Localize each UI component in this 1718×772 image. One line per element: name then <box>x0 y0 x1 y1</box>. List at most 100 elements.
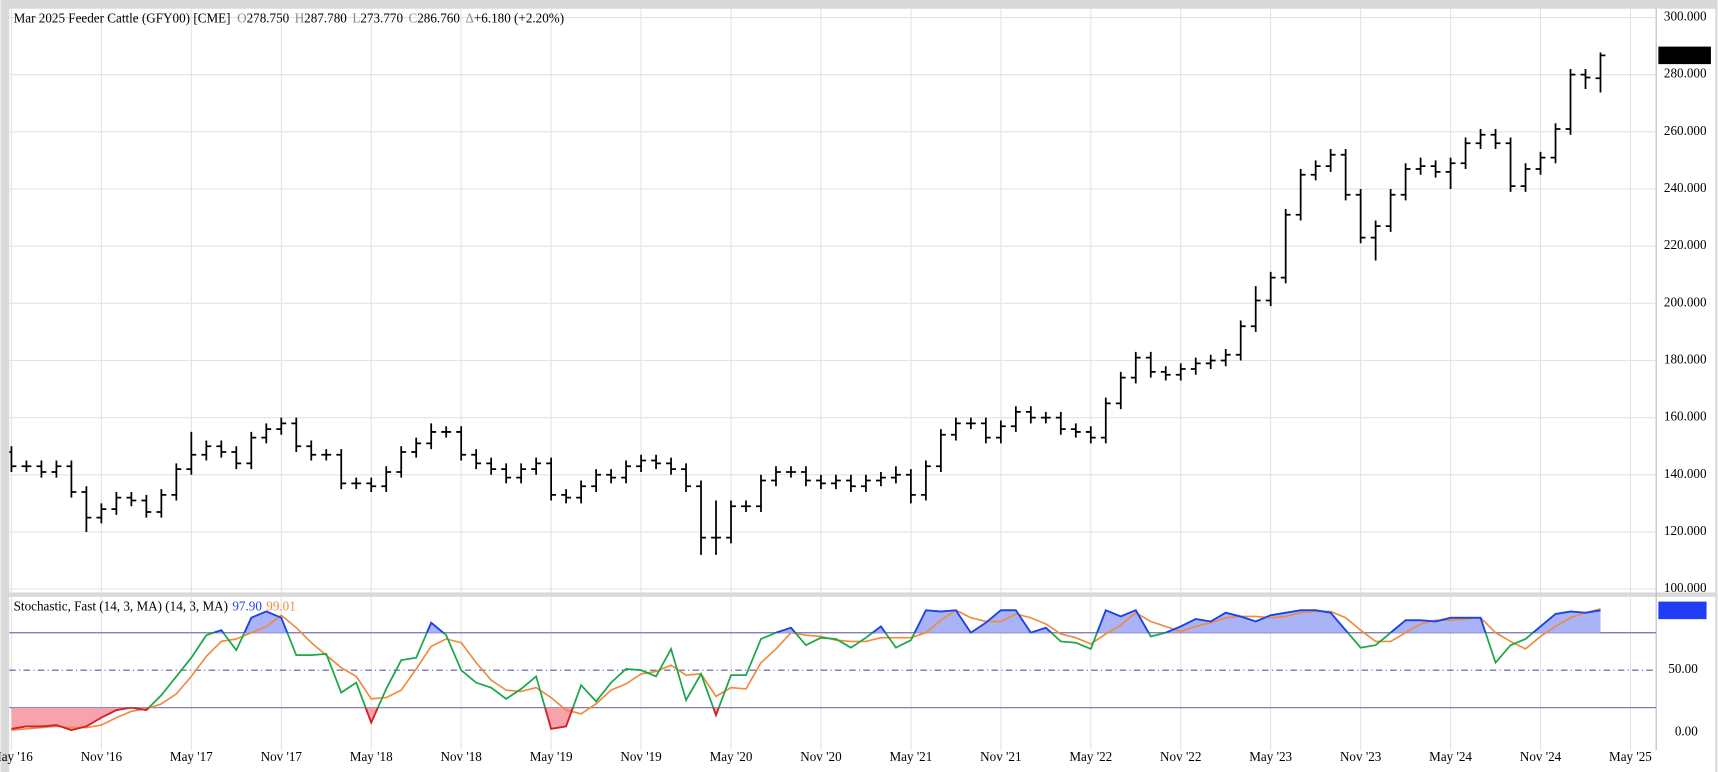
ohlc-bar <box>1595 52 1606 93</box>
x-tick-label: May '16 <box>0 749 33 764</box>
ohlc-bar <box>1025 406 1036 424</box>
ohlc-bar <box>1325 148 1336 172</box>
ohlc-bar <box>261 423 272 444</box>
x-tick-label: Nov '17 <box>261 749 303 764</box>
ohlc-bar <box>726 500 736 544</box>
x-tick-label: May '18 <box>350 749 393 764</box>
ohlc-bar <box>786 466 796 478</box>
ohlc-bar <box>246 431 257 470</box>
ohlc-bar <box>1130 351 1141 384</box>
chart-title: Mar 2025 Feeder Cattle (GFY00) [CME] <box>14 11 231 26</box>
ohlc-bar <box>816 474 826 490</box>
ohlc-bar <box>1160 366 1171 381</box>
stat-value: 273.770 <box>360 11 403 26</box>
x-axis-area <box>9 750 1716 772</box>
ohlc-bar <box>935 429 946 472</box>
k-line-high <box>211 609 1601 633</box>
ohlc-bar <box>66 460 77 498</box>
ohlc-bar <box>1385 189 1396 232</box>
ohlc-bar <box>216 440 227 458</box>
ohlc-bar <box>1205 354 1216 370</box>
x-tick-label: May '22 <box>1069 749 1112 764</box>
x-tick-label: Nov '23 <box>1340 749 1382 764</box>
stat-label: C <box>408 11 417 26</box>
ohlc-bar <box>875 471 886 487</box>
ohlc-bar <box>696 480 706 555</box>
x-tick-label: May '19 <box>530 749 573 764</box>
x-tick-label: May '23 <box>1249 749 1292 764</box>
legend-value: 97.90 <box>232 599 262 614</box>
ohlc-bar <box>561 489 572 504</box>
x-tick-label: May '21 <box>889 749 932 764</box>
ohlc-bar <box>486 457 497 475</box>
ohlc-bar <box>1580 68 1591 89</box>
ohlc-bar <box>321 449 332 461</box>
ohlc-bar <box>1145 351 1156 378</box>
ohlc-bar <box>861 474 871 492</box>
ohlc-bar <box>756 474 766 512</box>
ohlc-bar <box>36 460 47 478</box>
ohlc-bar <box>1370 220 1381 261</box>
stat-label: L <box>352 11 360 26</box>
ohlc-bar <box>1265 271 1276 307</box>
x-tick-label: Nov '22 <box>1160 749 1201 764</box>
ohlc-bar <box>96 503 107 524</box>
x-tick-label: Nov '24 <box>1520 749 1562 764</box>
ohlc-bar <box>1475 128 1486 149</box>
y-tick-label: 300.000 <box>1664 9 1707 24</box>
stat-label: O <box>237 11 246 26</box>
ohlc-bar <box>1355 189 1366 244</box>
ohlc-bar <box>1100 397 1111 444</box>
x-tick-label: Nov '18 <box>440 749 482 764</box>
ohlc-bar <box>21 460 32 472</box>
ohlc-bar <box>606 469 617 484</box>
y-tick-label: 280.000 <box>1664 66 1707 81</box>
ohlc-bar <box>1505 137 1516 192</box>
y-tick-label: 240.000 <box>1664 180 1707 195</box>
y-tick-label: 160.000 <box>1664 409 1707 424</box>
ohlc-bar <box>1460 137 1471 169</box>
ohlc-bar <box>1280 209 1291 284</box>
ohlc-bar <box>336 449 347 490</box>
ohlc-bar <box>1310 160 1321 181</box>
ohlc-bar <box>1250 286 1261 332</box>
ohlc-bar <box>1490 128 1501 149</box>
ohlc-bar <box>1220 349 1231 367</box>
ohlc-bar <box>1040 411 1051 424</box>
x-tick-label: May '24 <box>1429 749 1472 764</box>
ohlc-bar <box>156 489 167 518</box>
stat-value: +6.180 (+2.20%) <box>474 11 564 26</box>
ohlc-bar <box>426 423 437 450</box>
ohlc-bar <box>1415 157 1426 175</box>
stat-label: Δ <box>465 11 473 26</box>
ohlc-bar <box>831 474 841 490</box>
ohlc-bar <box>531 457 542 475</box>
ohlc-bar <box>351 477 362 490</box>
y-tick-label: 50.00 <box>1668 661 1698 676</box>
ohlc-bar <box>306 440 317 461</box>
ohlc-bar <box>231 446 242 470</box>
legend-value: 99.01 <box>266 599 296 614</box>
ohlc-bar <box>1445 157 1456 190</box>
ohlc-bar <box>965 417 976 430</box>
ohlc-bar <box>1115 371 1126 410</box>
y-tick-label: 200.000 <box>1664 294 1707 309</box>
y-tick-label: 260.000 <box>1664 123 1707 138</box>
header: Mar 2025 Feeder Cattle (GFY00) [CME] O278… <box>14 11 564 26</box>
ohlc-bar <box>1175 363 1186 381</box>
stat-label: H <box>295 11 305 26</box>
ohlc-bar <box>651 454 661 470</box>
ohlc-bar <box>111 491 122 515</box>
ohlc-bar <box>1565 68 1576 135</box>
x-tick-label: May '17 <box>170 749 213 764</box>
y-tick-label: 220.000 <box>1664 237 1707 252</box>
last-k-tag <box>1658 601 1707 620</box>
ohlc-bar <box>920 460 931 501</box>
ohlc-bar <box>905 469 916 504</box>
marks <box>9 52 1606 731</box>
stat-value: 286.760 <box>417 11 460 26</box>
ohlc-bar <box>201 440 212 461</box>
y-tick-label: 100.000 <box>1664 580 1707 595</box>
